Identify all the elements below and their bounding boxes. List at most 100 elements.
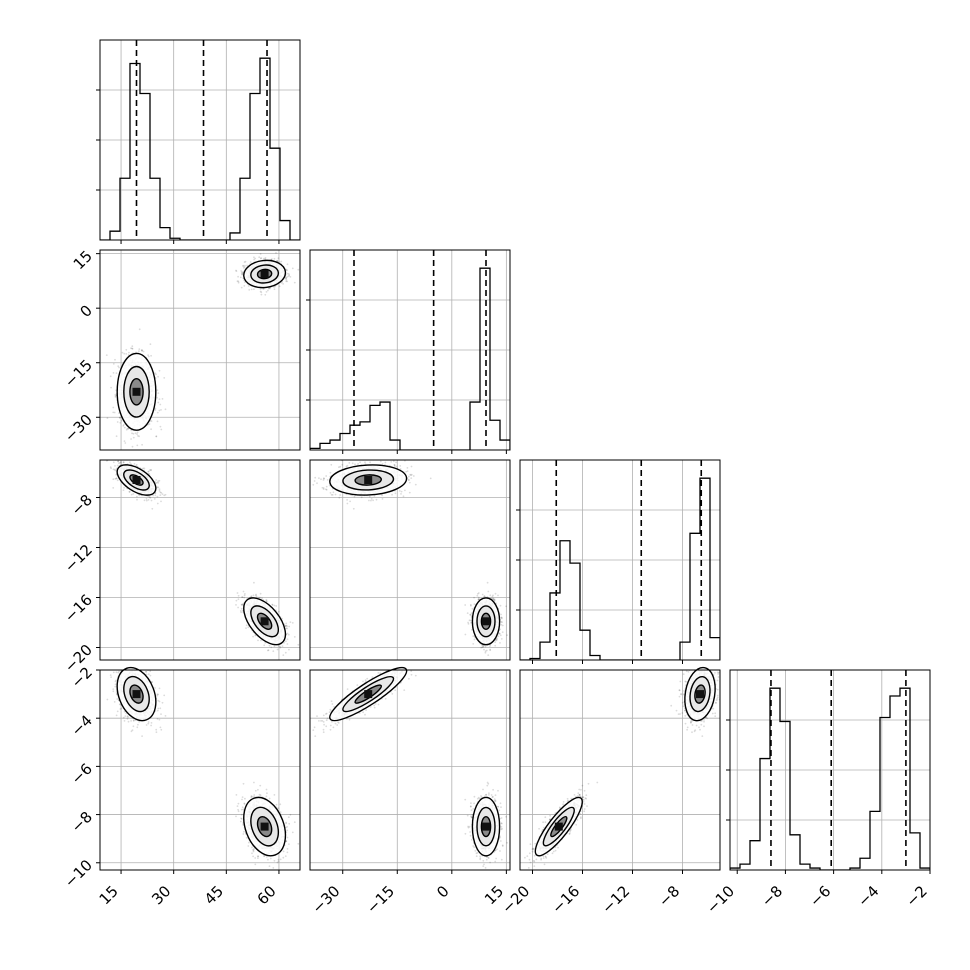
panel-2-0: −20−16−12−8 [61, 459, 306, 676]
sample-point [285, 624, 287, 627]
sample-point [291, 622, 294, 624]
sample-point [244, 593, 246, 595]
sample-point [271, 258, 273, 260]
sample-point [131, 445, 134, 448]
sample-point [156, 411, 159, 414]
sample-point [158, 490, 161, 492]
y-tick-label: −15 [61, 356, 96, 391]
panel-frame [309, 249, 511, 451]
sample-point [132, 432, 135, 435]
sample-point [254, 634, 257, 637]
sample-point [286, 643, 289, 645]
sample-point [304, 646, 306, 648]
sample-point [147, 470, 150, 473]
sample-point [277, 610, 280, 613]
sample-point [265, 598, 268, 601]
sample-point [286, 627, 289, 630]
sample-point [276, 648, 279, 651]
sample-point [150, 420, 153, 423]
sample-point [268, 644, 271, 647]
sample-point [253, 256, 255, 259]
sample-point [272, 650, 275, 653]
sample-point [123, 426, 126, 429]
sample-point [240, 270, 243, 272]
sample-point [161, 493, 164, 495]
sample-point [287, 633, 290, 636]
sample-point [147, 355, 150, 358]
sample-point [246, 264, 249, 267]
sample-point [281, 645, 284, 647]
sample-point [155, 435, 158, 438]
sample-point [112, 478, 115, 481]
sample-point [128, 491, 131, 493]
sample-point [244, 260, 247, 263]
sample-point [157, 392, 160, 394]
sample-point [112, 468, 115, 471]
sample-point [137, 435, 139, 437]
sample-point [122, 423, 125, 426]
sample-point [112, 372, 115, 374]
panel-1-1 [306, 249, 511, 454]
sample-point [285, 277, 287, 280]
panel-frame [99, 39, 301, 241]
sample-point [132, 493, 135, 495]
sample-point [114, 395, 117, 397]
sample-point [148, 496, 151, 499]
sample-point [115, 372, 118, 374]
sample-point [123, 440, 126, 442]
sample-point [112, 363, 115, 365]
sample-point [112, 487, 115, 489]
sample-point [241, 271, 244, 274]
sample-point [297, 268, 300, 271]
sample-point [286, 632, 289, 635]
sample-point [260, 291, 263, 294]
sample-point [147, 354, 149, 356]
sample-point [117, 460, 120, 463]
sample-point [123, 352, 126, 355]
sample-point [141, 443, 143, 446]
sample-point [138, 328, 141, 331]
sample-point [245, 627, 247, 629]
sample-point [258, 256, 261, 259]
sample-point [148, 423, 151, 425]
sample-point [240, 286, 243, 289]
sample-point [122, 461, 125, 464]
sample-point [113, 411, 116, 414]
sample-point [109, 466, 112, 469]
sample-point [248, 289, 251, 291]
sample-point [280, 282, 283, 284]
sample-point [156, 420, 159, 423]
sample-point [236, 280, 239, 283]
sample-point [122, 461, 125, 464]
sample-point [132, 436, 135, 439]
sample-point [135, 463, 138, 466]
sample-point [273, 288, 276, 291]
sample-point [259, 596, 262, 599]
sample-point [121, 351, 124, 354]
sample-point [143, 499, 146, 502]
sample-point [119, 421, 122, 424]
sample-point [136, 495, 138, 498]
sample-point [240, 603, 243, 606]
sample-point [131, 432, 133, 435]
sample-point [258, 596, 260, 599]
sample-point [158, 479, 161, 482]
sample-point [130, 493, 133, 496]
sample-point [156, 495, 159, 498]
sample-point [279, 646, 282, 649]
sample-point [263, 257, 265, 260]
sample-point [114, 358, 116, 361]
sample-point [160, 500, 162, 503]
sample-point [141, 349, 143, 352]
sample-point [158, 409, 161, 412]
sample-point [240, 271, 243, 273]
sample-point [126, 427, 129, 430]
sample-point [285, 624, 287, 627]
sample-point [127, 427, 130, 430]
sample-point [150, 354, 152, 357]
sample-point [285, 640, 287, 643]
panel-0-0 [96, 39, 301, 244]
sample-point [242, 602, 245, 605]
sample-point [156, 396, 158, 399]
sample-point [119, 462, 121, 464]
